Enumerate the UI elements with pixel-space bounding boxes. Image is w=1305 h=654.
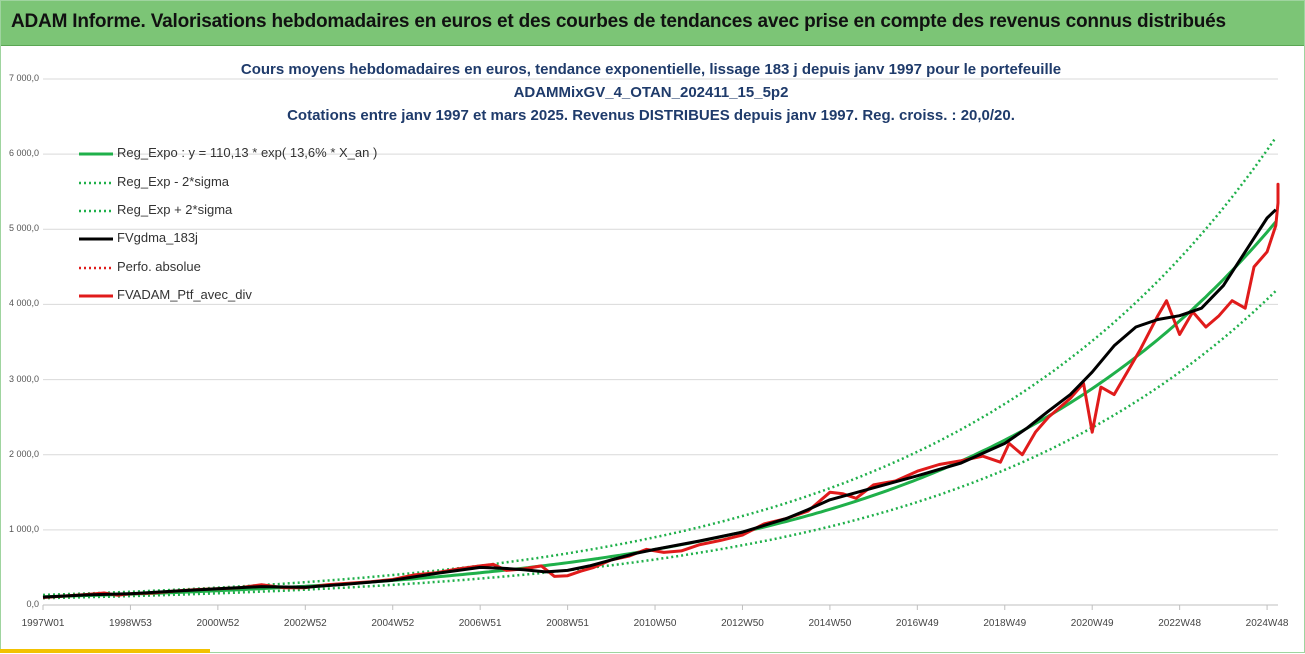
- chart-title-line-2: ADAMMixGV_4_OTAN_202411_15_5p2: [513, 84, 789, 101]
- y-tick-label: 6 000,0: [8, 148, 39, 159]
- y-tick-label: 2 000,0: [8, 448, 39, 459]
- x-tick-label: 2006W51: [458, 618, 502, 629]
- x-tick-label: 2002W52: [283, 618, 327, 629]
- legend-item-reg-expo: Reg_Expo : y = 110,13 * exp( 13,6% * X_a…: [79, 144, 399, 164]
- bottom-accent-bar: [0, 649, 210, 653]
- y-tick-label: 7 000,0: [8, 73, 39, 83]
- header-bar: ADAM Informe. Valorisations hebdomadaire…: [1, 1, 1304, 46]
- legend-item-fvgdma: FVgdma_183j: [79, 229, 399, 249]
- x-tick-label: 2012W50: [721, 618, 764, 629]
- x-tick-label: 2016W49: [895, 618, 939, 629]
- legend-item-reg-exp-plus: Reg_Exp + 2*sigma: [79, 201, 399, 221]
- y-tick-label: 3 000,0: [8, 373, 39, 384]
- x-tick-label: 2020W49: [1070, 618, 1114, 629]
- y-tick-label: 4 000,0: [8, 298, 39, 309]
- x-tick-label: 2004W52: [371, 618, 415, 629]
- legend-label-perfo: Perfo. absolue: [117, 259, 201, 274]
- x-tick-label: 2008W51: [546, 618, 589, 629]
- legend-label-reg-expo: Reg_Expo : y = 110,13 * exp( 13,6% * X_a…: [117, 145, 378, 160]
- x-tick-label: 2000W52: [196, 618, 240, 629]
- series-fvgdma-183j: [42, 208, 1277, 599]
- x-tick-label: 2022W48: [1158, 618, 1202, 629]
- legend-label-reg-exp-minus: Reg_Exp - 2*sigma: [117, 174, 229, 189]
- legend-label-reg-exp-plus: Reg_Exp + 2*sigma: [117, 202, 233, 217]
- x-tick-label: 2014W50: [808, 618, 852, 629]
- legend-label-fvadam: FVADAM_Ptf_avec_div: [117, 287, 252, 302]
- x-tick-label: 1997W01: [21, 618, 65, 629]
- y-tick-label: 1 000,0: [8, 523, 39, 534]
- legend-item-perfo: Perfo. absolue: [79, 258, 399, 278]
- x-tick-label: 2018W49: [983, 618, 1027, 629]
- chart-title-line-1: Cours moyens hebdomadaires en euros, ten…: [240, 61, 1062, 78]
- series-reg-exp-minus-2sigma: [42, 290, 1277, 600]
- chart-title-line-3: Cotations entre janv 1997 et mars 2025. …: [287, 107, 1015, 124]
- x-tick-label: 2024W48: [1245, 618, 1289, 629]
- legend-label-fvgdma: FVgdma_183j: [117, 230, 198, 245]
- series-reg-expo: [42, 220, 1277, 599]
- y-tick-label: 5 000,0: [8, 223, 39, 234]
- y-tick-label: 0,0: [26, 599, 39, 609]
- legend-item-reg-exp-minus: Reg_Exp - 2*sigma: [79, 173, 399, 193]
- page-title: ADAM Informe. Valorisations hebdomadaire…: [11, 11, 1226, 32]
- x-tick-label: 2010W50: [633, 618, 677, 629]
- x-tick-label: 1998W53: [109, 618, 152, 629]
- legend-item-fvadam: FVADAM_Ptf_avec_div: [79, 286, 399, 306]
